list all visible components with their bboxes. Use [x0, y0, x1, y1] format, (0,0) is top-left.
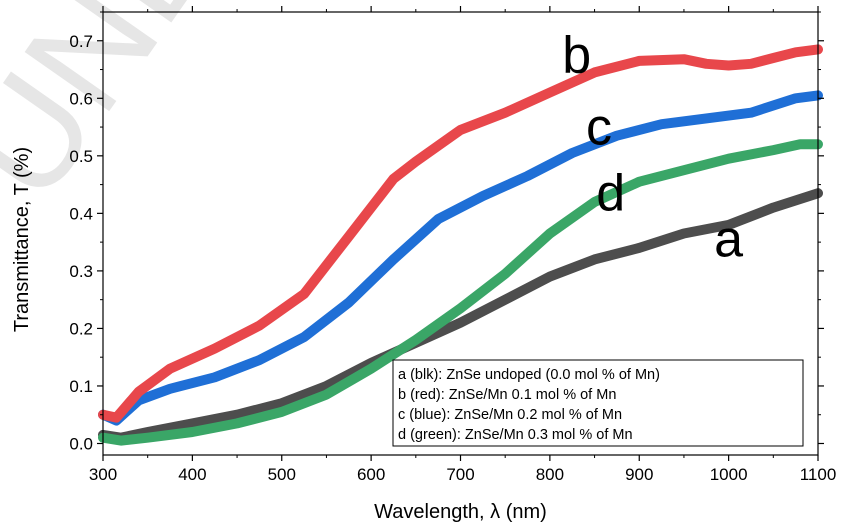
legend-entry-d: d (green): ZnSe/Mn 0.3 mol % of Mn — [398, 427, 633, 443]
curve-labels: bcd a — [562, 26, 743, 268]
x-tick-label: 1100 — [800, 465, 837, 484]
y-tick-label: 0.5 — [69, 147, 93, 166]
axis-ticks: 300 400 500 600 700 800 900 1000 1100 0.0 0.1 0.2 0.… — [69, 6, 836, 484]
y-tick-label: 0.4 — [69, 204, 93, 223]
y-axis-title: Transmittance, T (%) — [11, 147, 33, 332]
y-tick-label: 0.6 — [69, 89, 93, 108]
y-tick-label: 0.0 — [69, 434, 93, 453]
series-a-line — [98, 188, 823, 443]
legend-box — [392, 359, 804, 447]
legend: a (blk): ZnSe undoped (0.0 mol % of Mn) b… — [392, 359, 804, 447]
x-tick-label: 400 — [178, 465, 206, 484]
series-b-line — [98, 44, 823, 423]
watermark-text: UNDER — [0, 0, 372, 228]
x-tick-label: 900 — [625, 465, 653, 484]
x-tick-label: 600 — [357, 465, 385, 484]
legend-entry-c: c (blue): ZnSe/Mn 0.2 mol % of Mn — [398, 407, 622, 423]
curve-label-a: a — [714, 211, 743, 269]
watermark: UNDER — [0, 0, 372, 228]
series-d-line — [98, 139, 823, 446]
curve-label-b: b — [562, 26, 591, 84]
x-tick-label: 500 — [268, 465, 296, 484]
y-tick-label: 0.3 — [69, 262, 93, 281]
legend-entry-b: b (red): ZnSe/Mn 0.1 mol % of Mn — [398, 387, 616, 403]
curve-label-d: d — [596, 164, 625, 222]
plot-area — [98, 44, 823, 446]
x-tick-label: 1000 — [710, 465, 748, 484]
series-c-line — [98, 90, 823, 426]
y-tick-label: 0.1 — [69, 377, 93, 396]
x-tick-label: 700 — [446, 465, 474, 484]
curve-label-c: c — [586, 98, 612, 156]
x-tick-label: 800 — [536, 465, 564, 484]
y-tick-label: 0.7 — [69, 32, 93, 51]
x-tick-label: 300 — [89, 465, 117, 484]
x-axis-title: Wavelength, λ (nm) — [374, 501, 547, 523]
legend-entry-a: a (blk): ZnSe undoped (0.0 mol % of Mn) — [398, 367, 660, 383]
y-tick-label: 0.2 — [69, 319, 93, 338]
